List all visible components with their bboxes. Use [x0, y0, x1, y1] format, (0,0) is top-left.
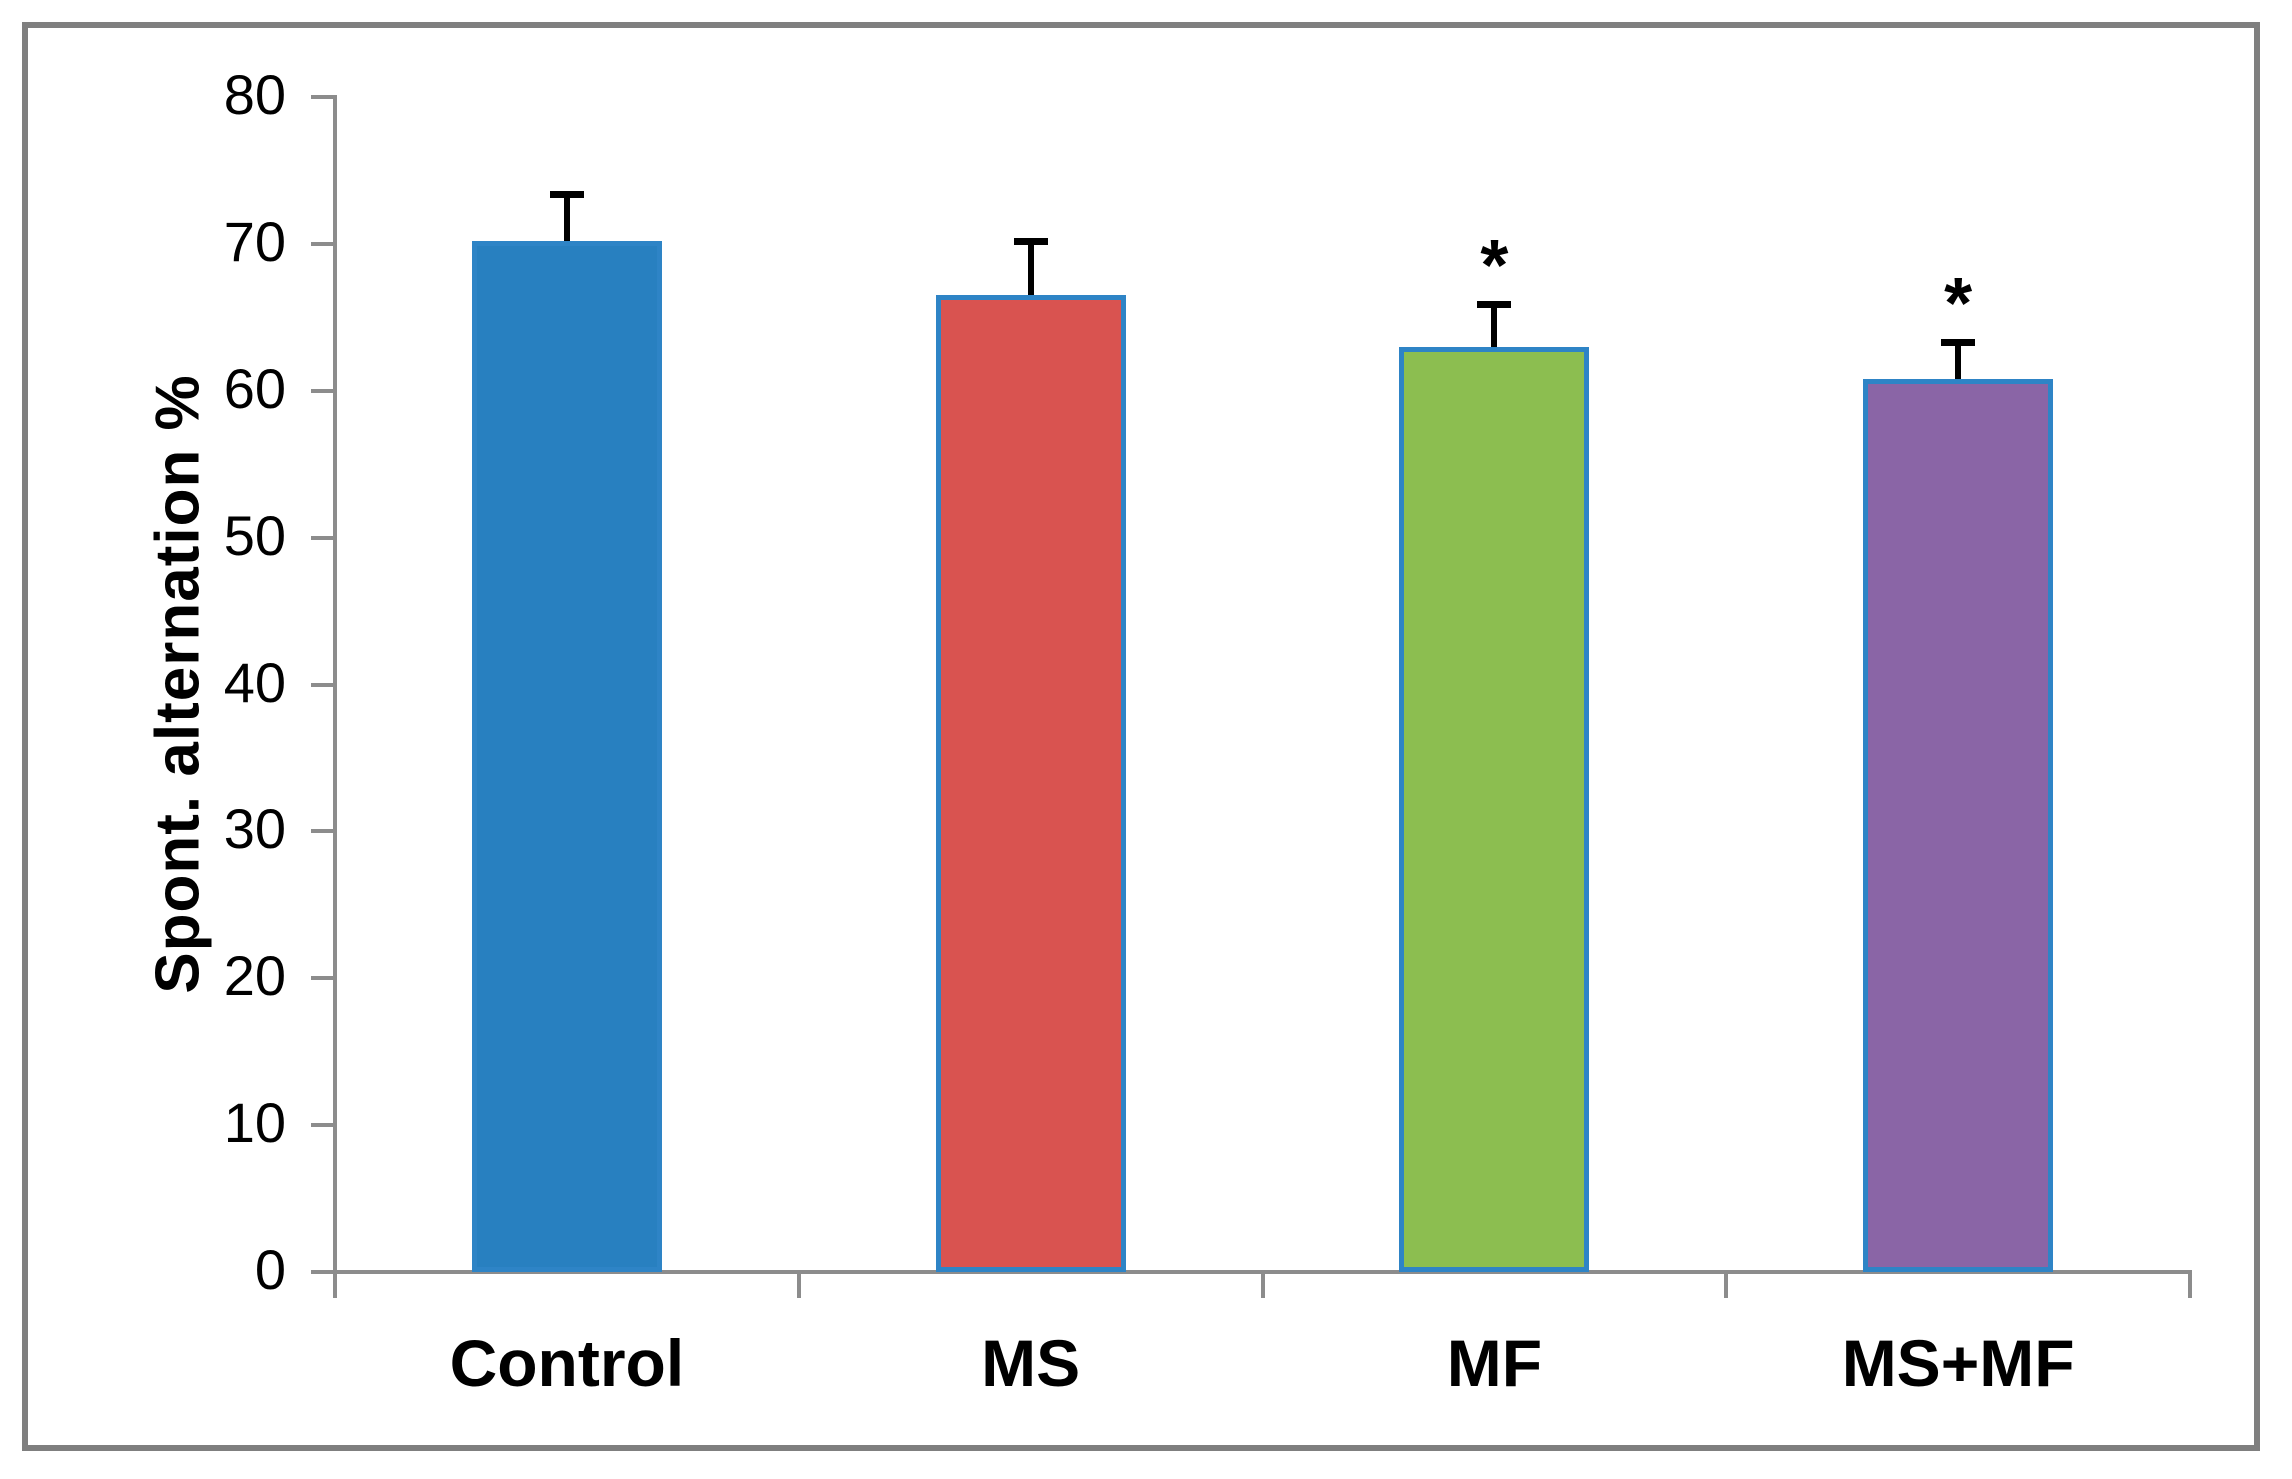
x-tick-mark [2188, 1272, 2192, 1298]
y-tick-mark [311, 829, 335, 834]
bar-control [471, 240, 662, 1272]
error-bar-cap [1013, 237, 1048, 245]
x-category-label-ms: MS [981, 1326, 1081, 1400]
significance-asterisk: * [1480, 226, 1509, 307]
y-tick-label: 70 [223, 209, 286, 273]
y-tick-label: 30 [223, 797, 286, 861]
error-bar-cap [1477, 301, 1512, 309]
bar-ms [935, 295, 1126, 1272]
y-tick-label: 0 [254, 1237, 286, 1301]
y-tick-mark [311, 388, 335, 393]
y-tick-mark [311, 1123, 335, 1128]
error-bar-cap [1941, 339, 1976, 347]
x-category-label-mf: MF [1446, 1326, 1543, 1400]
y-tick-label: 80 [223, 62, 286, 126]
y-tick-label: 10 [223, 1090, 286, 1154]
significance-asterisk: * [1944, 264, 1973, 345]
error-bar-line [1955, 342, 1962, 379]
bar-mf [1399, 346, 1590, 1272]
y-tick-mark [311, 535, 335, 540]
error-bar-cap [549, 190, 584, 198]
y-tick-mark [311, 976, 335, 981]
y-tick-label: 40 [223, 650, 286, 714]
x-tick-mark [1724, 1272, 1729, 1298]
error-bar-line [563, 193, 570, 241]
x-category-label-control: Control [449, 1326, 685, 1400]
error-bar-line [1027, 240, 1034, 296]
y-tick-label: 20 [223, 944, 286, 1008]
x-tick-mark [333, 1272, 337, 1298]
y-tick-mark [311, 1270, 335, 1274]
bar-ms-mf [1863, 379, 2054, 1272]
x-tick-mark [796, 1272, 801, 1298]
y-axis-line [333, 95, 337, 1276]
y-tick-label: 60 [223, 356, 286, 420]
error-bar-line [1491, 304, 1498, 347]
y-tick-mark [311, 241, 335, 246]
y-tick-mark [311, 682, 335, 687]
y-tick-label: 50 [223, 503, 286, 567]
y-tick-mark [311, 95, 335, 99]
x-tick-mark [1260, 1272, 1265, 1298]
x-category-label-ms-mf: MS+MF [1841, 1326, 2075, 1400]
